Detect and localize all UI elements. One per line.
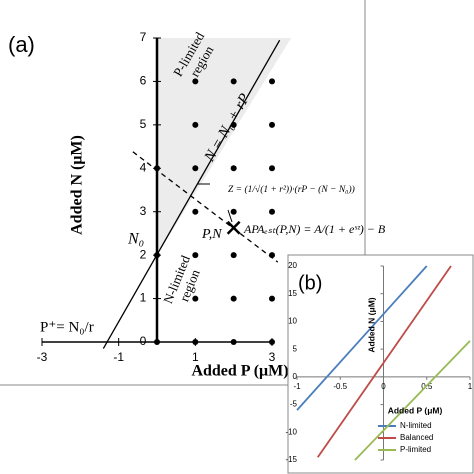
x-tick-label: -1: [293, 382, 301, 391]
panel-b: -1 -0.5 0 0.5 1-15-10-505101520N-limitedBala…: [285, 261, 472, 464]
model-line: [102, 39, 281, 349]
y-tick-label: 2: [140, 247, 147, 261]
y-tick-label: 4: [140, 160, 147, 174]
legend-label: Balanced: [400, 433, 433, 442]
y-tick-label: 6: [140, 74, 147, 88]
grid-point: [230, 121, 237, 128]
x-tick-label: 1: [468, 382, 473, 391]
y-tick-label: 3: [140, 204, 147, 218]
grid-point: [269, 208, 275, 215]
point-label: P,N: [201, 227, 222, 242]
grid-point: [154, 339, 160, 345]
point-marker: [226, 220, 241, 235]
y-tick-label: 15: [288, 289, 297, 298]
z-formula: Z = (1/√(1 + r²))·(rP − (N − N₀)): [228, 184, 355, 195]
p-limited-shade: [157, 38, 292, 256]
y-tick-label: -15: [285, 455, 297, 464]
grid-point: [269, 252, 275, 259]
series-line: [317, 265, 452, 458]
grid-point: [192, 208, 199, 215]
x-axis-title: Added P (μM): [388, 405, 443, 415]
panel-b-frame: [287, 254, 474, 474]
y-tick-label: 7: [140, 30, 147, 44]
grid-point: [230, 165, 237, 172]
grid-point: [192, 295, 199, 302]
grid-point: [230, 78, 237, 85]
x-tick-label: 0: [381, 382, 386, 391]
x-axis-title: Added P (μM): [191, 363, 288, 380]
y-tick-label: 5: [293, 344, 298, 353]
grid-point: [192, 121, 199, 128]
x-tick-label: 1: [192, 350, 199, 364]
y-tick-label: 1: [140, 291, 147, 305]
x-tick-label: -1: [113, 350, 124, 364]
y-tick-label: 0: [140, 334, 147, 348]
grid-point: [269, 165, 275, 172]
series-line: [296, 265, 428, 411]
n0-label: N₀: [127, 231, 144, 248]
panel-label: (b): [298, 272, 322, 294]
grid-point: [269, 339, 275, 345]
grid-point: [230, 295, 237, 302]
grid-point: [230, 208, 237, 215]
legend-label: N-limited: [400, 421, 432, 430]
x-tick-label: -0.5: [333, 382, 347, 391]
grid-point: [230, 252, 237, 259]
grid-point: [269, 121, 275, 128]
panel-label: (a): [8, 32, 35, 57]
z-connector: [197, 183, 233, 223]
grid-point: [154, 252, 160, 259]
y-axis-title: Added N (μM): [69, 135, 86, 235]
y-tick-label: -10: [285, 427, 297, 436]
y-axis-title: Added N (μM): [366, 297, 376, 352]
grid-point: [192, 339, 199, 345]
pplus-label: P⁺= N₀/r: [40, 319, 94, 335]
grid-point: [192, 165, 199, 172]
y-tick-label: 10: [288, 317, 297, 326]
y-tick-label: -5: [290, 400, 298, 409]
y-tick-label: 0: [293, 372, 298, 381]
grid-point: [230, 339, 237, 345]
grid-point: [154, 165, 160, 172]
x-tick-label: -3: [37, 350, 48, 364]
y-tick-label: 5: [140, 117, 147, 131]
apa-formula: APAₑₛₜ(P,N) = A/(1 + eˢᶻ) − B: [243, 222, 386, 236]
grid-point: [192, 252, 199, 259]
grid-point: [269, 78, 275, 85]
y-tick-label: 20: [288, 261, 297, 270]
grid-point: [192, 78, 199, 85]
series-line: [354, 340, 471, 461]
grid-point: [269, 295, 275, 302]
x-tick-label: 3: [269, 350, 276, 364]
legend-label: P-limited: [400, 445, 431, 454]
